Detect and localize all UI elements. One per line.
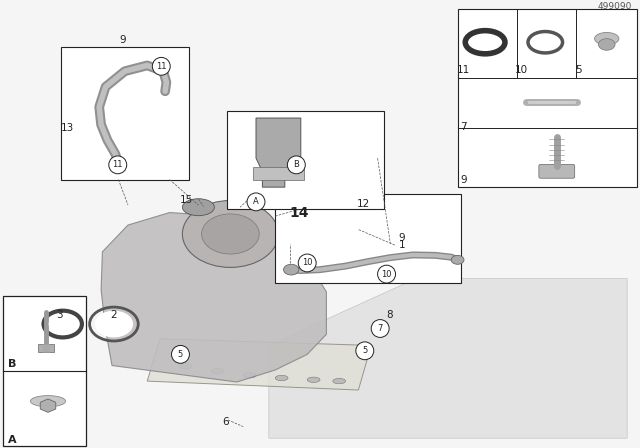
Text: 499090: 499090 [598,2,632,11]
Ellipse shape [211,369,224,374]
Text: A: A [8,435,17,444]
Text: 11: 11 [113,160,123,169]
Ellipse shape [247,193,265,211]
Polygon shape [269,279,627,438]
Bar [61,47,189,181]
Text: 10: 10 [302,258,312,267]
Ellipse shape [49,314,77,334]
Ellipse shape [172,345,189,363]
Bar [3,297,86,446]
Ellipse shape [287,156,305,174]
Ellipse shape [182,199,214,215]
Text: 5: 5 [362,346,367,355]
Text: 9: 9 [399,233,405,242]
Ellipse shape [95,310,133,337]
Ellipse shape [152,57,170,75]
Ellipse shape [275,375,288,381]
Ellipse shape [298,254,316,272]
Text: 10: 10 [515,65,527,75]
Ellipse shape [109,156,127,174]
Text: 3: 3 [56,310,63,320]
Ellipse shape [179,364,192,369]
Ellipse shape [333,379,346,384]
Circle shape [182,201,278,267]
Text: 6: 6 [222,417,228,427]
Ellipse shape [598,39,615,50]
Text: 5: 5 [178,350,183,359]
Ellipse shape [595,32,619,45]
Text: 7: 7 [460,122,467,132]
Text: B: B [293,160,300,169]
Text: 12: 12 [357,198,370,209]
Ellipse shape [31,396,65,407]
Text: 8: 8 [386,310,392,320]
Ellipse shape [533,35,557,49]
Text: 1: 1 [399,240,405,250]
Text: A: A [253,198,259,207]
Text: B: B [8,359,17,369]
Bar [275,194,461,283]
Text: 11: 11 [156,62,166,71]
Bar [38,344,54,352]
Ellipse shape [471,34,499,50]
Ellipse shape [307,377,320,383]
Text: 11: 11 [457,65,470,75]
Text: 4: 4 [172,348,179,358]
Text: 2: 2 [111,310,117,320]
FancyBboxPatch shape [539,164,575,178]
Polygon shape [256,118,301,187]
Polygon shape [101,212,326,382]
Ellipse shape [371,319,389,337]
Text: 9: 9 [120,34,126,44]
FancyArrowPatch shape [281,237,330,242]
Circle shape [451,255,464,264]
Text: 14: 14 [289,206,308,220]
Ellipse shape [378,265,396,283]
Circle shape [202,214,259,254]
Ellipse shape [243,373,256,378]
Text: 7: 7 [378,324,383,333]
Text: 10: 10 [381,270,392,279]
Polygon shape [147,339,371,390]
Ellipse shape [356,342,374,360]
Text: 15: 15 [180,195,193,205]
Text: 13: 13 [61,123,74,133]
Circle shape [284,264,299,275]
Text: 9: 9 [460,176,467,185]
Bar [458,9,637,187]
Text: 5: 5 [575,65,582,75]
Polygon shape [40,399,56,412]
Bar [227,112,384,210]
Bar [253,167,304,181]
